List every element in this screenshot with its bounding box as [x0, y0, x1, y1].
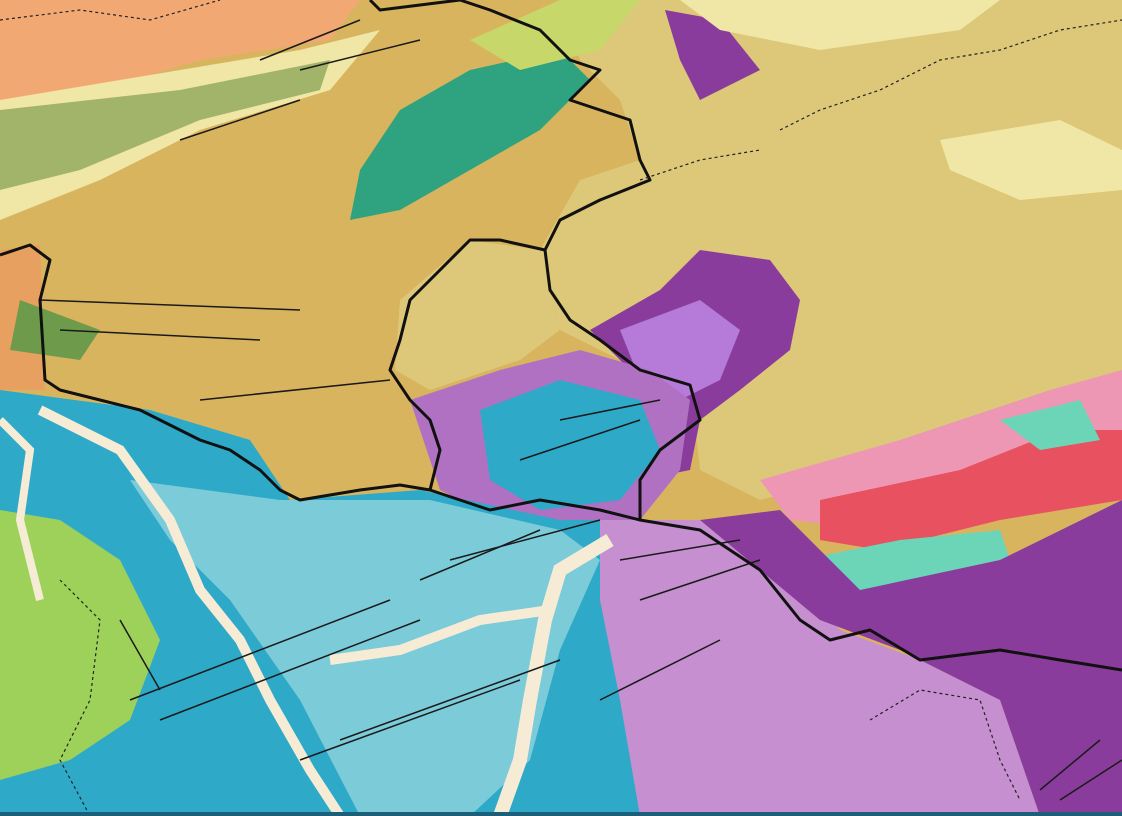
river-central: [493, 533, 614, 816]
unit-orange-north: [0, 0, 360, 100]
river-branch: [329, 605, 551, 665]
unit-purple-southeast: [700, 500, 1122, 816]
fault-lines: [39, 19, 1122, 801]
unit-red-east: [820, 430, 1122, 550]
unit-teal-green-range: [350, 50, 590, 220]
bottom-bar: [0, 812, 1122, 816]
river-far-west: [0, 417, 44, 601]
unit-cream-patches: [940, 120, 1122, 200]
unit-cream-northeast: [680, 0, 1000, 50]
unit-lilac-south: [600, 520, 1040, 816]
unit-green-west: [10, 300, 100, 360]
unit-lime-southwest: [0, 510, 160, 780]
province-boundaries: [0, 0, 1122, 672]
unit-blue-light-south: [130, 480, 600, 816]
unit-aqua-east2: [1000, 400, 1100, 450]
unit-blue-central: [480, 380, 660, 510]
unit-khaki-plain-ordos: [395, 240, 560, 390]
unit-lime-north: [470, 0, 640, 70]
unit-purple-north: [665, 10, 760, 100]
unit-olive-band: [0, 60, 330, 190]
